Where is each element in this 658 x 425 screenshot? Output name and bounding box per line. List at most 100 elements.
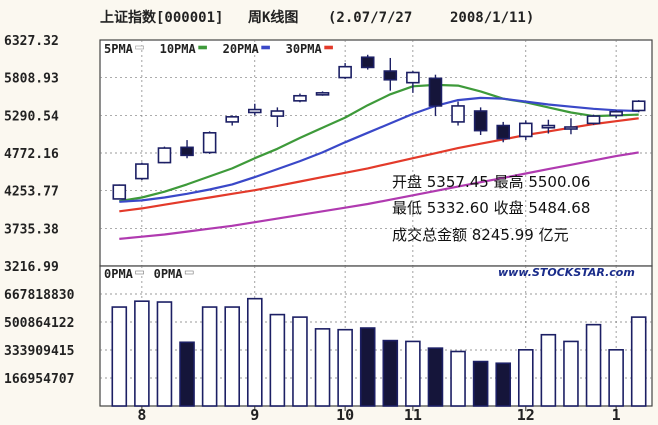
- volume-bar-up: [201, 306, 218, 407]
- volume-bar-series: [111, 297, 647, 407]
- price-tick-label: 3735.38: [4, 222, 59, 237]
- ma-line-60pma: [119, 151, 639, 240]
- candle-body-up: [247, 108, 262, 114]
- candle: [225, 115, 240, 126]
- candle-body-up: [586, 115, 601, 125]
- legend-swatch: [261, 45, 270, 50]
- candle: [496, 121, 511, 143]
- x-tick-label: 11: [404, 406, 422, 424]
- volume-bar-up: [405, 340, 421, 407]
- candle: [428, 74, 443, 117]
- price-legend: 5PMA 10PMA 20PMA 30PMA: [104, 42, 333, 56]
- candle-body-up: [518, 122, 533, 138]
- candlestick-series: [112, 54, 646, 200]
- candle-body-up: [157, 147, 172, 164]
- volume-bar-down: [179, 341, 195, 407]
- candle: [541, 119, 556, 134]
- candle-body-up: [225, 116, 240, 123]
- annotation-line-3: 成交总金额 8245.99 亿元: [392, 226, 569, 244]
- candle: [180, 140, 194, 159]
- volume-bar-up: [337, 328, 353, 407]
- candle-body-up: [112, 184, 127, 200]
- candle-body-up: [135, 163, 149, 180]
- annotation-line-2: 最低 5332.60 收盘 5484.68: [392, 199, 590, 217]
- volume-y-axis: 667818830 500864122 333909415 166954707: [4, 288, 75, 387]
- candle-body-down: [473, 110, 488, 132]
- candle-body-up: [315, 92, 330, 96]
- candle: [112, 184, 127, 200]
- candle-body-down: [360, 56, 375, 69]
- candle-body-down: [180, 146, 194, 157]
- legend-swatch: [135, 45, 144, 50]
- legend-label: 5PMA: [104, 42, 134, 56]
- volume-bar-up: [540, 333, 557, 407]
- candle: [202, 131, 217, 154]
- candle: [293, 93, 307, 103]
- legend-label: 10PMA: [160, 42, 197, 56]
- candle-body-up: [541, 124, 556, 129]
- price-y-axis: 6327.32 5808.93 5290.54 4772.16 4253.77 3735.…: [4, 34, 59, 275]
- price-tick-label: 4772.16: [4, 147, 59, 162]
- x-tick-label: 8: [137, 406, 146, 424]
- volume-bar-up: [134, 300, 150, 407]
- title-period: 周K线图: [248, 9, 298, 26]
- candle: [631, 100, 646, 113]
- x-tick-label: 12: [517, 406, 535, 424]
- price-tick-label: 4253.77: [4, 185, 59, 200]
- candle-body-up: [338, 65, 352, 79]
- candle: [360, 54, 375, 70]
- volume-bar-up: [314, 328, 331, 407]
- volume-tick-label: 333909415: [4, 344, 74, 359]
- candle: [157, 146, 172, 164]
- title-range-end: 2008/1/11): [450, 10, 534, 26]
- volume-bar-up: [156, 301, 173, 407]
- candle: [518, 120, 533, 141]
- candle: [406, 71, 420, 93]
- title-range-start: (2.07/7/27: [328, 10, 412, 26]
- volume-bar-down: [495, 362, 512, 407]
- candle: [247, 103, 262, 116]
- volume-bar-down: [359, 327, 376, 407]
- volume-legend: 0PMA 0PMA: [104, 267, 194, 281]
- ma-line-10pma: [119, 83, 639, 203]
- volume-bar-down: [427, 347, 444, 407]
- volume-bar-up: [111, 306, 128, 407]
- candle: [451, 101, 465, 126]
- candle-body-up: [202, 132, 217, 154]
- volume-bar-up: [292, 316, 308, 407]
- legend-swatch: [198, 45, 207, 50]
- volume-bar-up: [224, 306, 241, 407]
- candle-body-up: [270, 110, 285, 117]
- candle: [270, 107, 285, 127]
- volume-tick-label: 500864122: [4, 316, 74, 331]
- candle: [315, 91, 330, 96]
- volume-legend-swatch: [135, 270, 144, 275]
- moving-average-lines: [119, 83, 639, 240]
- price-tick-label: 6327.32: [4, 34, 59, 49]
- candle: [564, 118, 578, 135]
- x-axis: 8 9 10 11 12 1: [137, 406, 621, 424]
- annotation-line-1: 开盘 5357.45 最高 5500.06: [392, 173, 590, 191]
- volume-bar-up: [269, 313, 286, 407]
- volume-tick-label: 667818830: [4, 288, 75, 303]
- ma-line-30pma: [119, 117, 639, 213]
- volume-bar-up: [563, 340, 579, 407]
- candle-body-down: [496, 124, 511, 140]
- volume-bar-up: [630, 316, 647, 407]
- ohlc-annotation: 开盘 5357.45 最高 5500.06 最低 5332.60 收盘 5484…: [392, 173, 590, 244]
- price-tick-label: 3216.99: [4, 260, 59, 275]
- candle: [609, 110, 623, 119]
- volume-bar-up: [608, 349, 624, 407]
- volume-tick-label: 166954707: [4, 372, 74, 387]
- candle: [383, 57, 398, 91]
- volume-bar-down: [472, 360, 489, 407]
- volume-bar-up: [246, 297, 263, 407]
- candle-body-up: [631, 100, 646, 112]
- volume-bar-down: [382, 339, 399, 407]
- candle-body-up: [451, 105, 465, 123]
- candle-body-up: [293, 94, 307, 102]
- candle-body-up: [564, 126, 578, 130]
- x-tick-label: 1: [612, 406, 621, 424]
- x-tick-label: 9: [250, 406, 259, 424]
- volume-legend-swatch: [184, 270, 194, 275]
